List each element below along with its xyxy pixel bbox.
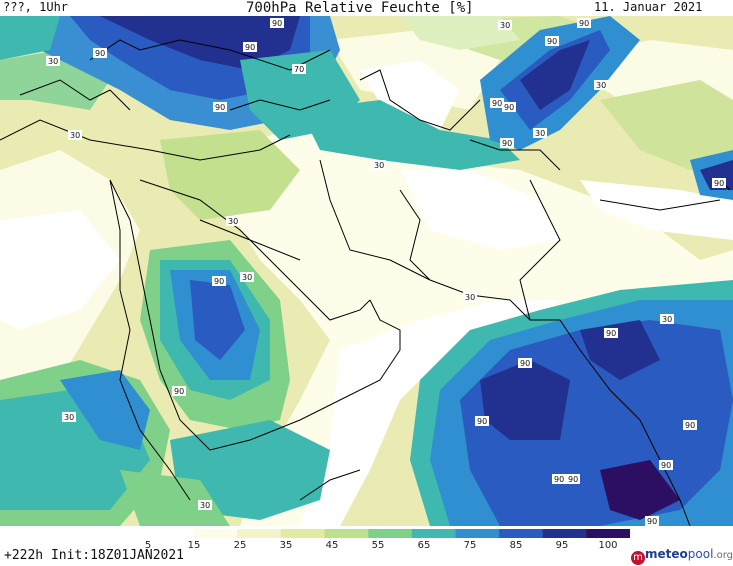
scale-arrow-icon: [620, 529, 630, 538]
color-scale-swatch: [586, 529, 630, 538]
contour-label: 30: [465, 293, 475, 302]
contour-label: 90: [215, 103, 225, 112]
contour-label: 30: [228, 217, 238, 226]
color-scale-swatch: [411, 529, 456, 538]
contour-label: 90: [504, 103, 514, 112]
color-scale-swatch: [237, 529, 282, 538]
color-scale-tick-label: 35: [279, 540, 293, 551]
logo-text-suffix: .org: [713, 550, 733, 561]
color-scale-tick-label: 5: [144, 540, 152, 551]
contour-label: 90: [579, 19, 589, 28]
contour-label: 30: [200, 501, 210, 510]
valid-time-label: ???, 1Uhr: [3, 0, 69, 14]
contour-label: 90: [685, 421, 695, 430]
contour-label: 90: [502, 139, 512, 148]
logo-icon: m: [631, 551, 645, 565]
color-scale-swatch: [455, 529, 500, 538]
run-info: +222h Init:18Z01JAN2021: [4, 548, 185, 563]
contour-label: 90: [661, 461, 671, 470]
contour-label: 30: [662, 315, 672, 324]
color-scale-tick-label: 75: [463, 540, 477, 551]
logo-text-accent: pool: [687, 547, 714, 561]
contour-label: 30: [64, 413, 74, 422]
contour-label: 90: [568, 475, 578, 484]
color-scale-swatch: [324, 529, 369, 538]
contour-label: 90: [477, 417, 487, 426]
contour-label: 30: [500, 21, 510, 30]
map-title: 700hPa Relative Feuchte [%]: [246, 0, 474, 16]
color-scale-swatch: [193, 529, 238, 538]
coastlines: [0, 39, 731, 526]
color-scale-tick-label: 25: [233, 540, 247, 551]
contour-label: 90: [272, 19, 282, 28]
color-scale-tick-label: 95: [555, 540, 569, 551]
contour-label: 90: [547, 37, 557, 46]
contour-label: 90: [245, 43, 255, 52]
contour-label: 70: [294, 65, 304, 74]
contour-labels: 90 90 90 90 30 70 90 90 90 90 90 90 30 3…: [46, 18, 726, 526]
humidity-map: 90 90 90 90 30 70 90 90 90 90 90 90 30 3…: [0, 16, 733, 526]
color-scale-tick-label: 85: [509, 540, 523, 551]
meteopool-logo: m meteopool.org: [631, 547, 733, 565]
color-scale-tick-label: 45: [325, 540, 339, 551]
contour-label: 30: [48, 57, 58, 66]
color-scale-tick-label: 55: [371, 540, 385, 551]
contour-label: 90: [174, 387, 184, 396]
contour-label: 90: [492, 99, 502, 108]
color-scale-tick-label: 15: [187, 540, 201, 551]
color-scale-bar: [150, 529, 630, 538]
color-scale-swatch: [280, 529, 326, 538]
color-scale-swatch: [368, 529, 413, 538]
color-scale-swatch: [150, 529, 195, 538]
contour-label: 30: [70, 131, 80, 140]
contour-label: 30: [242, 273, 252, 282]
color-scale-tick-label: 65: [417, 540, 431, 551]
contour-label: 90: [647, 517, 657, 526]
contour-label: 90: [714, 179, 724, 188]
contour-label: 30: [596, 81, 606, 90]
contour-label: 90: [520, 359, 530, 368]
header-bar: ???, 1Uhr 700hPa Relative Feuchte [%] 11…: [0, 0, 733, 16]
contour-label: 90: [95, 49, 105, 58]
logo-text-main: meteo: [645, 547, 688, 561]
color-scale-swatch: [542, 529, 587, 538]
contour-label: 30: [374, 161, 384, 170]
color-scale-tick-label: 100: [598, 540, 618, 551]
contour-label: 90: [606, 329, 616, 338]
color-scale-swatch: [499, 529, 544, 538]
contour-label: 90: [214, 277, 224, 286]
contour-label: 90: [554, 475, 564, 484]
contour-label: 30: [535, 129, 545, 138]
date-label: 11. Januar 2021: [594, 0, 703, 14]
